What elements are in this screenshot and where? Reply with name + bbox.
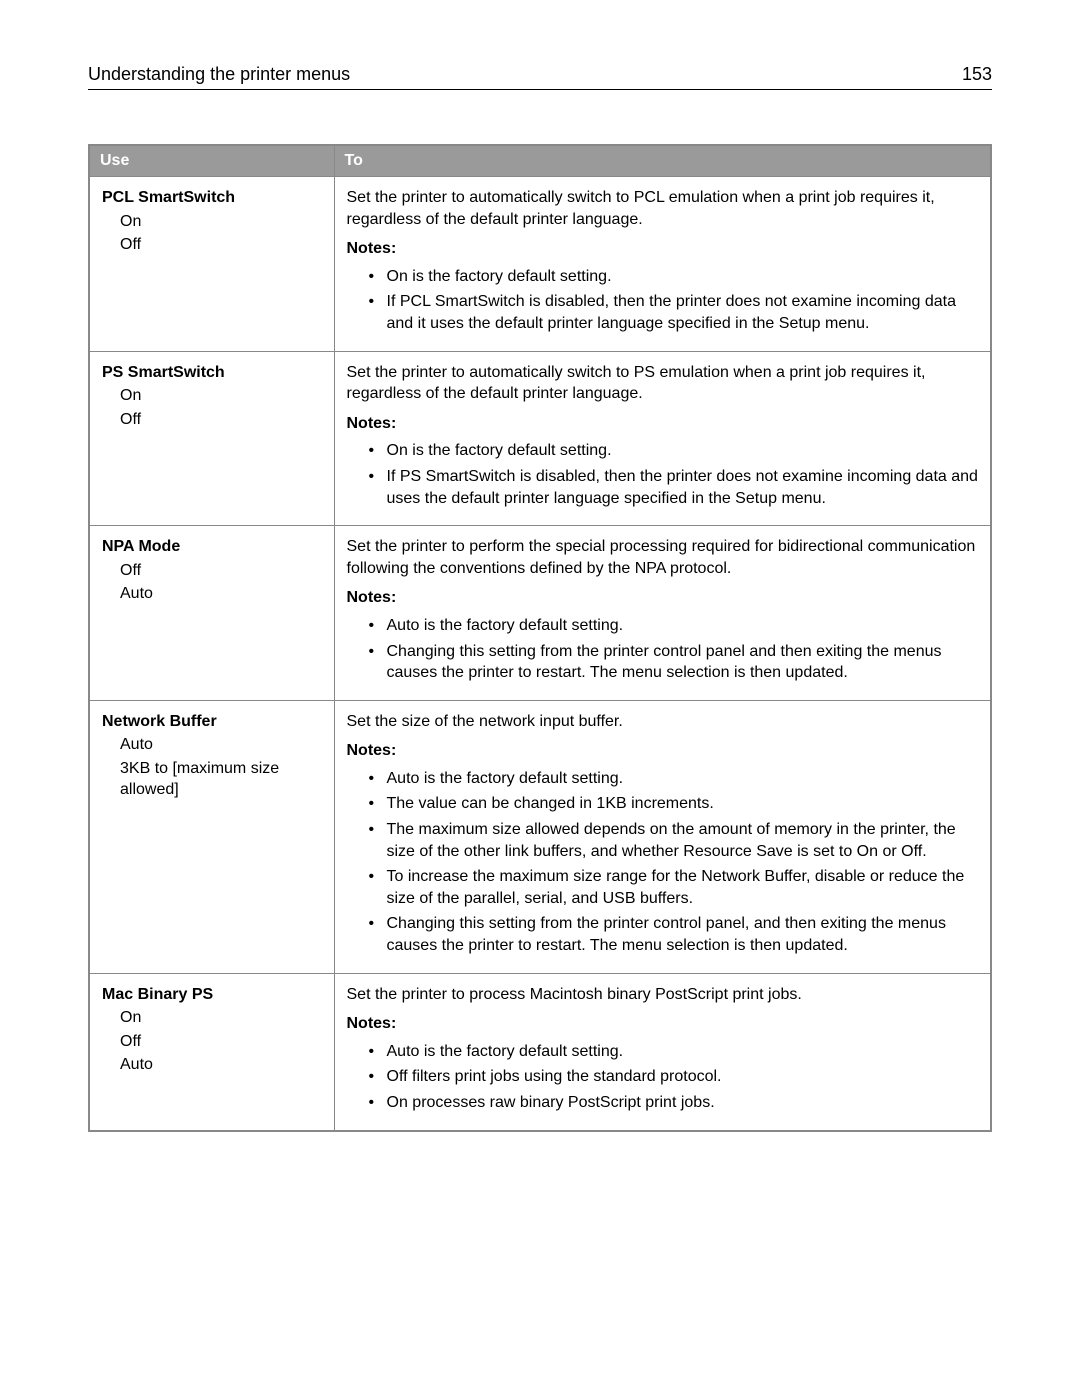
note-item: Changing this setting from the printer c… — [373, 913, 979, 956]
notes-list: On is the factory default setting. If PS … — [347, 440, 979, 509]
use-cell: Network BufferAuto3KB to [maximum size a… — [89, 700, 334, 973]
setting-option: On — [102, 211, 322, 233]
section-title: Understanding the printer menus — [88, 64, 350, 85]
setting-description: Set the printer to automatically switch … — [347, 362, 979, 405]
table-row: NPA ModeOffAuto Set the printer to perfor… — [89, 526, 991, 701]
to-cell: Set the printer to automatically switch … — [334, 351, 991, 526]
setting-option: Auto — [102, 583, 322, 605]
setting-option: Off — [102, 560, 322, 582]
setting-description: Set the size of the network input buffer… — [347, 711, 979, 733]
note-item: On processes raw binary PostScript print… — [373, 1092, 979, 1114]
setting-description: Set the printer to perform the special p… — [347, 536, 979, 579]
note-item: If PS SmartSwitch is disabled, then the … — [373, 466, 979, 509]
setting-name: NPA Mode — [102, 536, 322, 558]
to-cell: Set the printer to automatically switch … — [334, 177, 991, 352]
table-header-row: Use To — [89, 145, 991, 177]
note-item: If PCL SmartSwitch is disabled, then the… — [373, 291, 979, 334]
setting-option: Off — [102, 1031, 322, 1053]
note-item: Changing this setting from the printer c… — [373, 641, 979, 684]
notes-label: Notes: — [347, 740, 979, 762]
note-item: Auto is the factory default setting. — [373, 768, 979, 790]
table-row: PCL SmartSwitchOnOff Set the printer to a… — [89, 177, 991, 352]
notes-label: Notes: — [347, 238, 979, 260]
notes-list: On is the factory default setting. If PCL… — [347, 266, 979, 335]
setting-name: Mac Binary PS — [102, 984, 322, 1006]
to-cell: Set the size of the network input buffer… — [334, 700, 991, 973]
setting-option: Off — [102, 409, 322, 431]
col-use: Use — [89, 145, 334, 177]
col-to: To — [334, 145, 991, 177]
use-cell: PS SmartSwitchOnOff — [89, 351, 334, 526]
setting-name: Network Buffer — [102, 711, 322, 733]
setting-option: Auto — [102, 734, 322, 756]
page-number: 153 — [962, 64, 992, 85]
setting-option: 3KB to [maximum size allowed] — [102, 758, 322, 801]
note-item: Auto is the factory default setting. — [373, 1041, 979, 1063]
setting-name: PS SmartSwitch — [102, 362, 322, 384]
notes-list: Auto is the factory default setting. Off … — [347, 1041, 979, 1114]
notes-label: Notes: — [347, 413, 979, 435]
table-row: Mac Binary PSOnOffAuto Set the printer to… — [89, 973, 991, 1130]
page: Understanding the printer menus 153 Use … — [0, 0, 1080, 1132]
note-item: The maximum size allowed depends on the … — [373, 819, 979, 862]
setting-option: On — [102, 1007, 322, 1029]
setting-option: On — [102, 385, 322, 407]
notes-label: Notes: — [347, 587, 979, 609]
setting-name: PCL SmartSwitch — [102, 187, 322, 209]
note-item: On is the factory default setting. — [373, 266, 979, 288]
menu-table: Use To PCL SmartSwitchOnOffSet the print… — [88, 144, 992, 1132]
use-cell: Mac Binary PSOnOffAuto — [89, 973, 334, 1130]
to-cell: Set the printer to process Macintosh bin… — [334, 973, 991, 1130]
note-item: On is the factory default setting. — [373, 440, 979, 462]
note-item: Off filters print jobs using the standar… — [373, 1066, 979, 1088]
use-cell: NPA ModeOffAuto — [89, 526, 334, 701]
table-row: PS SmartSwitchOnOff Set the printer to au… — [89, 351, 991, 526]
notes-list: Auto is the factory default setting. The … — [347, 768, 979, 957]
running-header: Understanding the printer menus 153 — [88, 64, 992, 90]
use-cell: PCL SmartSwitchOnOff — [89, 177, 334, 352]
note-item: The value can be changed in 1KB incremen… — [373, 793, 979, 815]
table-row: Network BufferAuto3KB to [maximum size a… — [89, 700, 991, 973]
setting-description: Set the printer to process Macintosh bin… — [347, 984, 979, 1006]
notes-list: Auto is the factory default setting. Chan… — [347, 615, 979, 684]
note-item: To increase the maximum size range for t… — [373, 866, 979, 909]
to-cell: Set the printer to perform the special p… — [334, 526, 991, 701]
setting-option: Off — [102, 234, 322, 256]
setting-description: Set the printer to automatically switch … — [347, 187, 979, 230]
notes-label: Notes: — [347, 1013, 979, 1035]
note-item: Auto is the factory default setting. — [373, 615, 979, 637]
setting-option: Auto — [102, 1054, 322, 1076]
